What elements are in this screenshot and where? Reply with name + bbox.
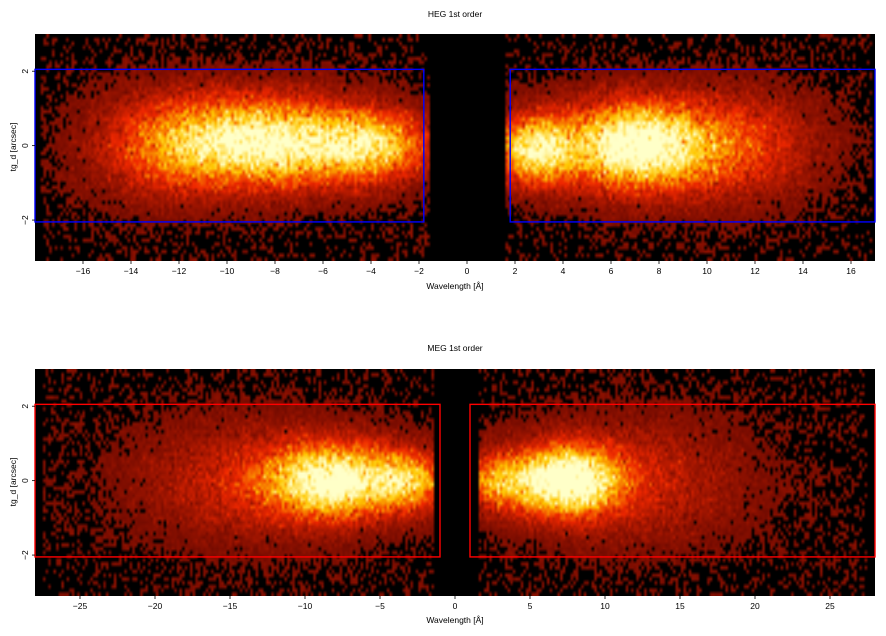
meg-y-label: tg_d [arcsec] <box>8 458 18 507</box>
heg-y-ticks: −2 0 2 <box>20 69 35 225</box>
heg-x-label: Wavelength [Å] <box>426 281 483 291</box>
meg-title: MEG 1st order <box>427 343 482 353</box>
meg-panel: MEG 1st order −25 −20 −15 −10 −5 0 5 10 15 20 25 −… <box>8 343 876 625</box>
heg-y-label: tg_d [arcsec] <box>8 123 18 172</box>
x-tick-label: 12 <box>750 266 760 276</box>
meg-x-label: Wavelength [Å] <box>426 615 483 625</box>
x-tick-label: −12 <box>172 266 187 276</box>
meg-y-ticks: −2 0 2 <box>20 404 35 560</box>
x-tick-label: 25 <box>825 601 835 611</box>
x-tick-label: 16 <box>846 266 856 276</box>
x-tick-label: −8 <box>270 266 280 276</box>
x-tick-label: 10 <box>702 266 712 276</box>
x-tick-label: 20 <box>750 601 760 611</box>
x-tick-label: 15 <box>675 601 685 611</box>
x-tick-label: 5 <box>528 601 533 611</box>
heg-x-ticks: −16 −14 −12 −10 −8 −6 −4 −2 0 2 4 6 8 10 12 14 16 <box>76 261 856 276</box>
meg-heatmap-image <box>35 369 875 596</box>
y-tick-label: 0 <box>20 143 30 148</box>
y-tick-label: 2 <box>20 404 30 409</box>
x-tick-label: −10 <box>298 601 313 611</box>
x-tick-label: 10 <box>600 601 610 611</box>
x-tick-label: 0 <box>465 266 470 276</box>
x-tick-label: 14 <box>798 266 808 276</box>
x-tick-label: −25 <box>73 601 88 611</box>
x-tick-label: 6 <box>609 266 614 276</box>
x-tick-label: 2 <box>513 266 518 276</box>
x-tick-label: −5 <box>375 601 385 611</box>
heg-title: HEG 1st order <box>428 9 482 19</box>
y-tick-label: 2 <box>20 69 30 74</box>
meg-x-ticks: −25 −20 −15 −10 −5 0 5 10 15 20 25 <box>73 596 835 611</box>
x-tick-label: −20 <box>148 601 163 611</box>
extraction-region-1 <box>469 403 876 558</box>
x-tick-label: −14 <box>124 266 139 276</box>
extraction-region-1 <box>509 68 876 223</box>
x-tick-label: 0 <box>453 601 458 611</box>
x-tick-label: −6 <box>318 266 328 276</box>
y-tick-label: 0 <box>20 478 30 483</box>
x-tick-label: 8 <box>657 266 662 276</box>
x-tick-label: 4 <box>561 266 566 276</box>
y-tick-label: −2 <box>20 215 30 225</box>
x-tick-label: −4 <box>366 266 376 276</box>
x-tick-label: −10 <box>220 266 235 276</box>
y-tick-label: −2 <box>20 550 30 560</box>
heg-panel: HEG 1st order −16 −14 −12 −10 −8 −6 −4 −2 0 2 4 6 8 1… <box>8 9 876 291</box>
heg-heatmap-image <box>35 34 875 261</box>
x-tick-label: −15 <box>223 601 238 611</box>
x-tick-label: −16 <box>76 266 91 276</box>
x-tick-label: −2 <box>414 266 424 276</box>
